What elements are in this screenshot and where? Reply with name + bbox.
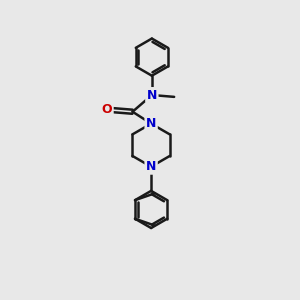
Text: N: N (146, 117, 156, 130)
Text: N: N (146, 160, 156, 173)
Text: O: O (102, 103, 112, 116)
Text: N: N (147, 88, 157, 101)
